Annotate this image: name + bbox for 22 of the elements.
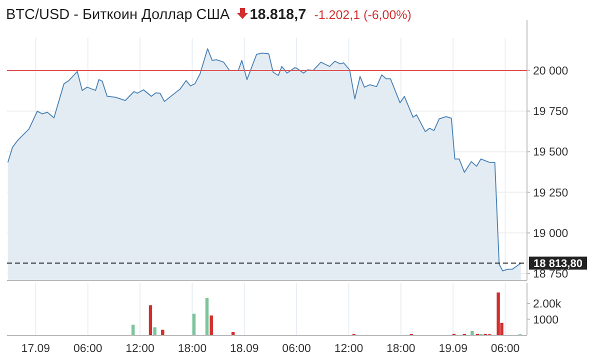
x-tick-label: 12:00: [126, 343, 154, 355]
y-tick-label: 20 000: [533, 66, 568, 78]
y-tick-label: 2.00k: [533, 298, 562, 311]
x-tick-label: 18:00: [178, 343, 207, 355]
x-tick-label: 06:00: [490, 343, 520, 355]
x-tick-label: 12:00: [334, 343, 364, 355]
y-tick-label: 1000: [533, 314, 559, 326]
y-tick-label: 18 750: [533, 268, 568, 281]
text: -1.202,1 (-6,00%): [314, 8, 412, 22]
y-tick-label: 19 250: [533, 187, 568, 200]
x-tick-label: 17.09: [21, 343, 50, 355]
x-tick-label: 18:00: [386, 343, 416, 355]
x-tick-label: 18.09: [230, 343, 259, 355]
y-tick-label: 19 750: [533, 106, 568, 118]
x-tick-label: 19.09: [438, 343, 468, 355]
y-tick-label: 19 500: [533, 146, 568, 159]
ref-line-label: 18 813,80: [534, 258, 582, 270]
x-tick-label: 06:00: [282, 343, 311, 355]
chart-title: BTC/USD - Биткоин Доллар США: [6, 7, 230, 23]
chart-subtitle: 18.818,7: [250, 7, 306, 23]
y-tick-label: 19 000: [533, 228, 568, 240]
x-tick-label: 06:00: [73, 343, 102, 355]
